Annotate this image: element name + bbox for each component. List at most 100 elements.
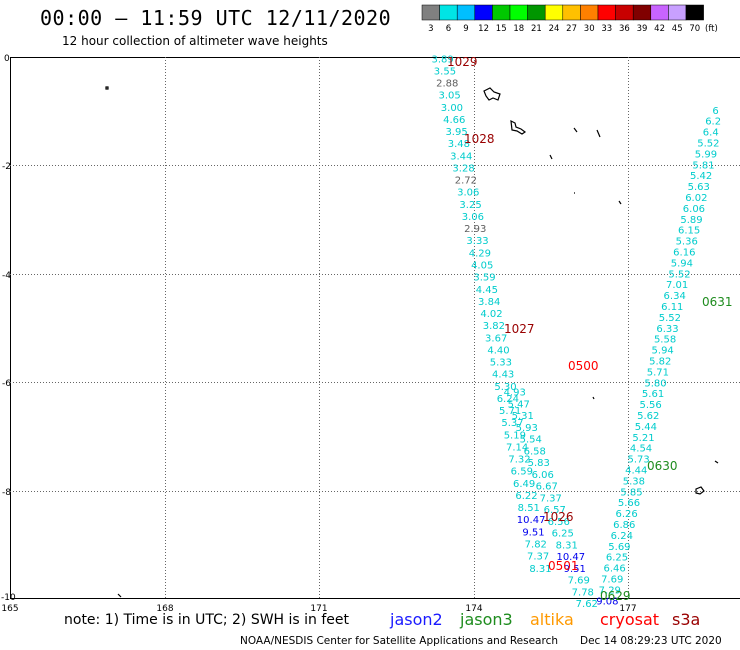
wave-height-value: 5.93 (516, 423, 538, 434)
wave-height-value: 4.40 (487, 345, 509, 356)
lon-label: 177 (619, 604, 636, 614)
wave-height-value: 5.94 (671, 258, 693, 269)
wave-height-value: 6.25 (606, 553, 628, 564)
wave-height-value: 5.63 (688, 182, 710, 193)
wave-height-value: 3.67 (485, 333, 507, 344)
pass-time-label: 1027 (504, 322, 535, 336)
wave-height-value: 6.46 (603, 564, 625, 575)
wave-height-value: 8.31 (556, 540, 578, 551)
wave-height-value: 5.73 (628, 455, 650, 466)
wave-height-value: 9.51 (522, 527, 544, 538)
wave-height-value: 6.06 (532, 470, 554, 481)
wave-height-value: 5.94 (652, 346, 674, 357)
altimeter-tracks: 3.893.55 2.883.053.004.663.953.483.443.28… (431, 54, 721, 610)
island (592, 396, 595, 400)
lon-label: 165 (1, 604, 18, 614)
colorbar-swatch (685, 4, 704, 21)
pass-time-label: 0630 (647, 459, 678, 473)
wave-height-value: 9.51 (564, 564, 586, 575)
colorbar-label: 18 (513, 24, 524, 34)
colorbar-swatch (421, 4, 440, 21)
wave-height-value: 5.89 (680, 215, 702, 226)
wave-height-value: 6.11 (661, 302, 683, 313)
wave-height-value: 5.71 (499, 406, 521, 417)
wave-height-value: 5.37 (501, 418, 523, 429)
wave-height-value: 7.14 (506, 442, 528, 453)
wave-height-value: 3.05 (438, 91, 460, 102)
lat-label: -8 (2, 488, 11, 498)
wave-height-value: 3.55 (434, 66, 456, 77)
wave-height-value: 7.01 (666, 280, 688, 291)
wave-height-value: 3.84 (478, 297, 500, 308)
pass-time-label: 1028 (464, 132, 495, 146)
colorbar-label: 21 (531, 24, 542, 34)
wave-height-value: 3.95 (445, 127, 467, 138)
generated-timestamp: Dec 14 08:29:23 UTC 2020 (580, 635, 722, 647)
wave-height-value: 5.19 (504, 430, 526, 441)
wave-height-value: 7.78 (572, 587, 594, 598)
pass-time-label: 0629 (600, 589, 631, 603)
pass-time-labels: 1029 1028 1027 0500 1026 0501 0629 0630 0631 (447, 55, 733, 603)
wave-height-value: 10.47 (556, 552, 585, 563)
wave-height-value: 3.00 (441, 103, 463, 114)
wave-height-value: 5.71 (647, 367, 669, 378)
wave-height-value: 5.33 (490, 358, 512, 369)
wave-height-value: 6.22 (515, 491, 537, 502)
wave-height-value: 5.62 (637, 411, 659, 422)
wave-height-value: 6.2 (705, 117, 721, 128)
wave-height-value: 5.30 (494, 382, 516, 393)
wave-height-value: 7.37 (527, 552, 549, 563)
colorbar-swatch (580, 4, 599, 21)
wave-height-value: 4.29 (469, 248, 491, 259)
colorbar-swatch (439, 4, 458, 21)
satellite-label-s3a: s3a (672, 610, 701, 629)
wave-height-value: 5.99 (695, 149, 717, 160)
wave-height-value: 6.15 (678, 226, 700, 237)
lat-label: 0 (4, 54, 10, 64)
wave-height-value: 6 (712, 106, 718, 117)
wave-height-value: 6.49 (513, 479, 535, 490)
colorbar-swatch (509, 4, 528, 21)
wave-height-value: 6.58 (524, 446, 546, 457)
wave-height-value: 3.82 (483, 321, 505, 332)
footer-note: note: 1) Time is in UTC; 2) SWH is in fe… (64, 612, 350, 628)
wave-height-value: 6.25 (552, 529, 574, 540)
island (483, 87, 501, 101)
wave-height-value: 5.81 (692, 160, 714, 171)
wave-height-value: 7.69 (601, 574, 623, 585)
grid (10, 57, 740, 598)
pass-time-label: 0501 (548, 559, 579, 573)
wave-height-value: 5.47 (508, 399, 530, 410)
wave-height-value: 5.66 (618, 498, 640, 509)
colorbar-swatch (474, 4, 493, 21)
colorbar-label: 6 (446, 24, 451, 34)
satellite-label-altika: altika (530, 610, 574, 629)
wave-height-value: 8.31 (529, 564, 551, 575)
island (695, 486, 705, 495)
wave-height-value: 2.93 (464, 224, 486, 235)
wave-height-value: 2.88 (436, 79, 458, 90)
colorbar-label: 30 (584, 24, 595, 34)
wave-height-value: 6.26 (615, 509, 637, 520)
credit-text: NOAA/NESDIS Center for Satellite Applica… (240, 635, 558, 647)
wave-height-value: 5.56 (640, 400, 662, 411)
wave-height-value: 4.54 (630, 444, 652, 455)
wave-height-value: 6.4 (703, 128, 719, 139)
wave-height-value: 6.57 (544, 505, 566, 516)
lat-label: -2 (2, 162, 11, 172)
wave-height-value: 4.43 (492, 370, 514, 381)
wave-height-value: 3.25 (459, 200, 481, 211)
wave-height-value: 7.32 (508, 455, 530, 466)
wave-height-value: 4.05 (471, 261, 493, 272)
wave-height-value: 3.44 (450, 151, 472, 162)
colorbar-swatch (668, 4, 687, 21)
wave-height-value: 7.69 (568, 576, 590, 587)
island (510, 119, 527, 135)
wave-height-value: 5.58 (654, 335, 676, 346)
wave-height-value: 5.21 (632, 433, 654, 444)
wave-height-value: 6.24 (497, 394, 519, 405)
colorbar-label: 70 (689, 24, 700, 34)
colorbar-label: 12 (478, 24, 489, 34)
wave-height-value: 6.56 (548, 517, 570, 528)
